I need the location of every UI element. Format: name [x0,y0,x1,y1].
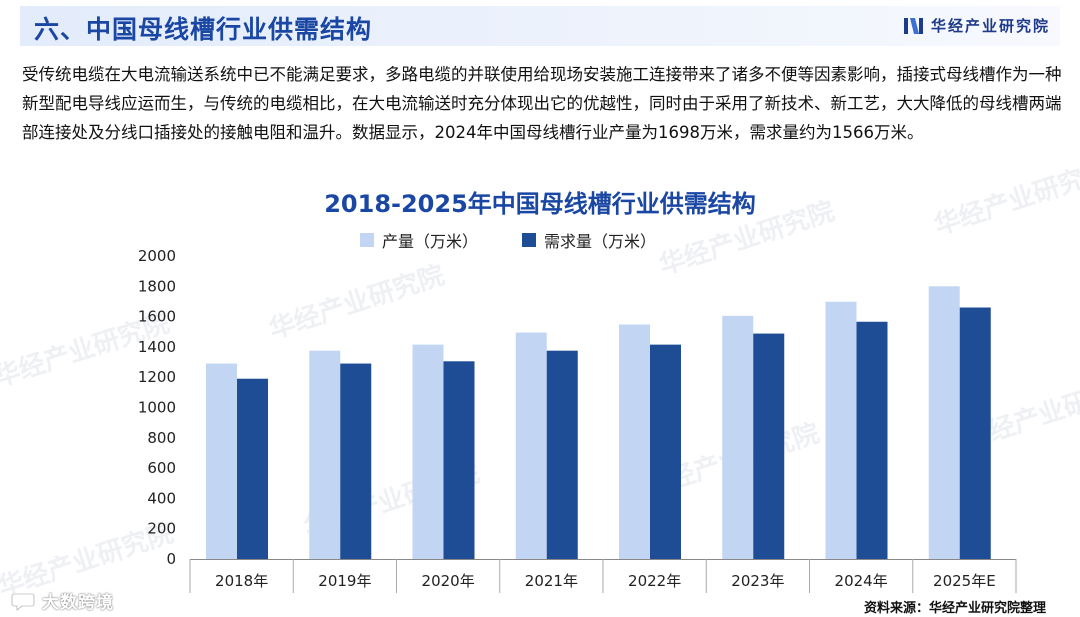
bar-demand [237,378,268,559]
x-tick-label: 2018年 [215,572,268,590]
bar-production [928,286,960,559]
bar-production [206,363,237,559]
y-tick-label: 400 [147,489,176,507]
x-tick-label: 2021年 [525,572,578,590]
bar-production [309,350,341,559]
x-tick-label: 2025年E [933,572,996,590]
y-tick-label: 0 [166,550,176,568]
source-note: 资料来源：华经产业研究院整理 [863,601,1046,616]
chart-legend: 产量（万米） 需求量（万米） [360,228,700,252]
y-tick-label: 600 [147,459,176,477]
bar-demand [856,321,888,559]
x-tick-label: 2024年 [835,572,888,590]
bar-demand [340,363,372,559]
brand-name: 华经产业研究院 [930,17,1050,35]
bar-demand [959,307,991,559]
bar-production [722,315,754,559]
y-tick-label: 1200 [138,368,176,386]
bar-production [825,301,857,559]
x-tick-label: 2020年 [422,572,475,590]
legend-item-demand: 需求量（万米） [522,228,656,252]
legend-swatch-demand [522,233,537,247]
y-tick-label: 800 [147,429,176,447]
legend-label-production: 产量（万米） [382,232,479,251]
intro-paragraph: 受传统电缆在大电流输送系统中已不能满足要求，多路电缆的并联使用给现场安装施工连接… [22,65,1062,142]
y-tick-label: 1400 [138,338,176,356]
brand: 华经产业研究院 [903,15,1050,36]
chart-title: 2018-2025年中国母线槽行业供需结构 [324,190,756,218]
bar-demand [546,350,578,559]
legend-swatch-production [360,233,374,247]
y-tick-label: 2000 [138,247,176,265]
brand-logo-icon [903,16,925,36]
corner-text: 大数跨境 [42,593,114,613]
bar-production [515,332,547,559]
corner-watermark: 大数跨境 [10,588,114,613]
y-tick-label: 1800 [138,277,176,295]
x-tick-label: 2022年 [628,572,681,590]
y-tick-label: 200 [147,520,176,538]
bar-production [412,344,444,559]
section-header: 六、中国母线槽行业供需结构 华经产业研究院 [20,6,1060,46]
y-tick-label: 1600 [138,308,176,326]
legend-item-production: 产量（万米） [360,228,478,252]
chat-bubble-icon [10,591,36,612]
bar-demand [443,361,475,559]
section-title: 六、中国母线槽行业供需结构 [34,15,373,44]
bar-production [619,324,650,559]
legend-label-demand: 需求量（万米） [544,232,657,251]
bar-demand [650,344,681,559]
x-tick-label: 2019年 [318,572,371,590]
x-tick-label: 2023年 [731,572,784,590]
y-tick-label: 1000 [138,399,176,417]
bar-demand [753,333,785,559]
